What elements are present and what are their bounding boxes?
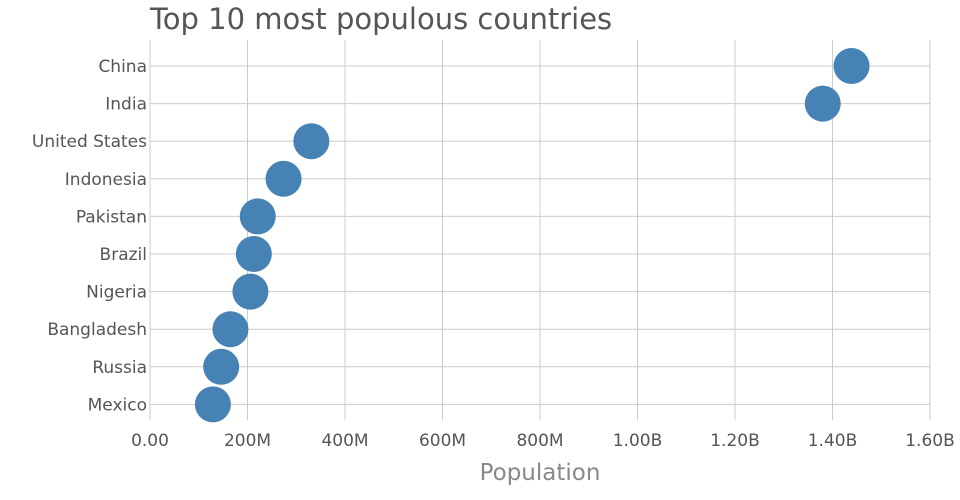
category-label: United States bbox=[32, 132, 147, 152]
x-tick-label: 1.60B bbox=[905, 431, 955, 451]
category-labels: China India United States Indonesia Pakistan… bbox=[32, 57, 147, 415]
x-tick-label: 1.40B bbox=[808, 431, 858, 451]
category-label: Brazil bbox=[100, 245, 147, 265]
grid-layer bbox=[149, 40, 931, 420]
x-tick-label: 1.00B bbox=[613, 431, 663, 451]
data-point bbox=[293, 123, 330, 160]
x-axis-label: Population bbox=[480, 460, 601, 486]
data-point bbox=[235, 236, 272, 272]
category-label: Bangladesh bbox=[47, 320, 147, 340]
chart-title: Top 10 most populous countries bbox=[149, 2, 612, 36]
category-label: Indonesia bbox=[65, 170, 147, 190]
data-points bbox=[194, 48, 870, 423]
data-point bbox=[203, 348, 240, 385]
data-point bbox=[265, 160, 302, 197]
category-label: Russia bbox=[92, 358, 147, 378]
category-label: Mexico bbox=[88, 395, 147, 415]
data-point bbox=[804, 85, 841, 122]
x-tick-label: 0.00 bbox=[131, 431, 169, 451]
data-point bbox=[239, 198, 276, 235]
data-point bbox=[194, 386, 231, 423]
x-tick-label: 600M bbox=[419, 431, 466, 451]
category-label: Pakistan bbox=[76, 207, 147, 227]
x-axis-ticks: 0.00 200M 400M 600M 800M 1.00B 1.20B 1.40B 1.60B bbox=[131, 431, 955, 451]
category-label: China bbox=[98, 57, 147, 77]
data-point bbox=[212, 311, 249, 348]
category-label: Nigeria bbox=[86, 283, 147, 303]
category-label: India bbox=[105, 95, 147, 115]
x-tick-label: 400M bbox=[321, 431, 368, 451]
x-tick-label: 800M bbox=[516, 431, 563, 451]
data-point bbox=[232, 273, 269, 310]
x-tick-label: 200M bbox=[224, 431, 271, 451]
data-point bbox=[833, 48, 870, 84]
x-tick-label: 1.20B bbox=[710, 431, 760, 451]
